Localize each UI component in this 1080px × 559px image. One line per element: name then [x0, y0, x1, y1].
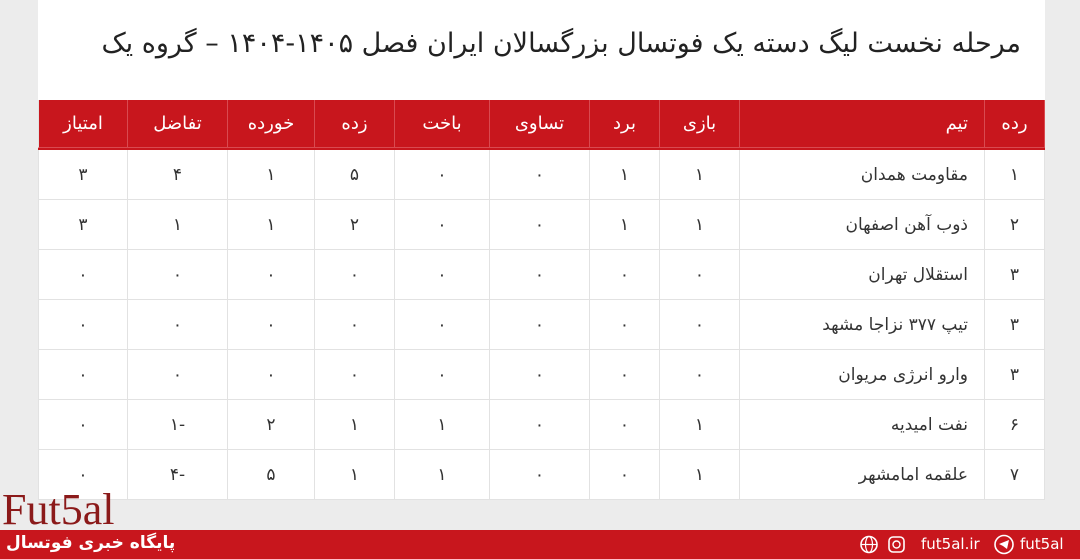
- stat-cell: ۰: [590, 450, 660, 500]
- team-cell: وارو انرژی مریوان: [740, 350, 985, 400]
- stat-cell: ۰: [395, 150, 490, 200]
- team-cell: ذوب آهن اصفهان: [740, 200, 985, 250]
- stat-cell: ۰: [590, 250, 660, 300]
- stat-cell: ۵: [228, 450, 315, 500]
- stat-cell: ۱: [660, 200, 740, 250]
- stat-cell: ۰: [395, 200, 490, 250]
- header-cell: برد: [590, 100, 660, 148]
- stat-cell: ۰: [590, 400, 660, 450]
- stat-cell: ۱: [315, 450, 395, 500]
- header-cell: زده: [315, 100, 395, 148]
- logo: Fut5al: [2, 485, 115, 534]
- table-row: ۲ ذوب آهن اصفهان ۱ ۱ ۰ ۰ ۲ ۱ ۱ ۳: [38, 200, 1045, 250]
- stat-cell: ۱-: [128, 400, 228, 450]
- stat-cell: ۰: [490, 150, 590, 200]
- stat-cell: ۶: [985, 400, 1045, 450]
- stat-cell: ۱: [395, 450, 490, 500]
- stat-cell: ۴-: [128, 450, 228, 500]
- header-cell: تیم: [740, 100, 985, 148]
- header-cell: امتیاز: [38, 100, 128, 148]
- header-cell: خورده: [228, 100, 315, 148]
- stat-cell: ۰: [315, 350, 395, 400]
- stat-cell: ۱: [228, 150, 315, 200]
- stat-cell: ۰: [395, 350, 490, 400]
- stat-cell: ۰: [490, 250, 590, 300]
- stat-cell: ۳: [38, 150, 128, 200]
- stat-cell: ۰: [490, 300, 590, 350]
- stat-cell: ۰: [128, 300, 228, 350]
- stat-cell: ۰: [660, 350, 740, 400]
- stat-cell: ۳: [985, 350, 1045, 400]
- stat-cell: ۰: [395, 250, 490, 300]
- stat-cell: ۱: [128, 200, 228, 250]
- team-cell: تیپ ۳۷۷ نزاجا مشهد: [740, 300, 985, 350]
- stat-cell: ۰: [228, 300, 315, 350]
- team-cell: نفت امیدیه: [740, 400, 985, 450]
- website[interactable]: fut5al.ir: [921, 535, 980, 553]
- stat-cell: ۴: [128, 150, 228, 200]
- tagline: پایگاه خبری فوتسال: [6, 533, 176, 553]
- stat-cell: ۰: [490, 450, 590, 500]
- stat-cell: ۰: [660, 300, 740, 350]
- stat-cell: ۰: [660, 250, 740, 300]
- stat-cell: ۱: [395, 400, 490, 450]
- stat-cell: ۱: [660, 150, 740, 200]
- table-row: ۱ مقاومت همدان ۱ ۱ ۰ ۰ ۵ ۱ ۴ ۳: [38, 150, 1045, 200]
- stat-cell: ۱: [315, 400, 395, 450]
- team-cell: استقلال تهران: [740, 250, 985, 300]
- social-icons: [860, 535, 905, 554]
- stat-cell: ۲: [315, 200, 395, 250]
- team-cell: مقاومت همدان: [740, 150, 985, 200]
- stat-cell: ۳: [985, 300, 1045, 350]
- header-cell: بازی: [660, 100, 740, 148]
- stat-cell: ۰: [490, 400, 590, 450]
- stat-cell: ۰: [395, 300, 490, 350]
- panel: مرحله نخست لیگ دسته یک فوتسال بزرگسالان …: [38, 0, 1045, 500]
- stat-cell: ۱: [590, 200, 660, 250]
- stat-cell: ۱: [985, 150, 1045, 200]
- table-row: ۳ وارو انرژی مریوان ۰ ۰ ۰ ۰ ۰ ۰ ۰ ۰: [38, 350, 1045, 400]
- standings-table: رده تیم بازی برد تساوی باخت زده خورده تفاضل امتیا…: [38, 100, 1045, 500]
- telegram-icon: [994, 534, 1014, 555]
- stat-cell: ۲: [985, 200, 1045, 250]
- stat-cell: ۰: [315, 250, 395, 300]
- stat-cell: ۰: [128, 350, 228, 400]
- stat-cell: ۰: [228, 350, 315, 400]
- table-row: ۳ تیپ ۳۷۷ نزاجا مشهد ۰ ۰ ۰ ۰ ۰ ۰ ۰ ۰: [38, 300, 1045, 350]
- stat-cell: ۰: [38, 300, 128, 350]
- stat-cell: ۰: [490, 200, 590, 250]
- title: مرحله نخست لیگ دسته یک فوتسال بزرگسالان …: [101, 28, 1021, 59]
- header-cell: رده: [985, 100, 1045, 148]
- stat-cell: ۰: [38, 400, 128, 450]
- stat-cell: ۱: [590, 150, 660, 200]
- stat-cell: ۰: [38, 350, 128, 400]
- stat-cell: ۰: [315, 300, 395, 350]
- table-row: ۶ نفت امیدیه ۱ ۰ ۰ ۱ ۱ ۲ ۱- ۰: [38, 400, 1045, 450]
- stat-cell: ۰: [228, 250, 315, 300]
- header-cell: باخت: [395, 100, 490, 148]
- stat-cell: ۰: [38, 250, 128, 300]
- stat-cell: ۳: [38, 200, 128, 250]
- header-row: رده تیم بازی برد تساوی باخت زده خورده تفاضل امتیا…: [38, 100, 1045, 150]
- team-cell: علقمه امامشهر: [740, 450, 985, 500]
- stat-cell: ۰: [128, 250, 228, 300]
- stat-cell: ۱: [228, 200, 315, 250]
- stat-cell: ۱: [660, 400, 740, 450]
- stat-cell: ۲: [228, 400, 315, 450]
- header-cell: تفاضل: [128, 100, 228, 148]
- handle[interactable]: fut5al: [1020, 535, 1064, 553]
- header-cell: تساوی: [490, 100, 590, 148]
- stat-cell: ۰: [38, 450, 128, 500]
- table-row: ۳ استقلال تهران ۰ ۰ ۰ ۰ ۰ ۰ ۰ ۰: [38, 250, 1045, 300]
- stat-cell: ۳: [985, 250, 1045, 300]
- stat-cell: ۰: [590, 300, 660, 350]
- table-row: ۷ علقمه امامشهر ۱ ۰ ۰ ۱ ۱ ۵ ۴- ۰: [38, 450, 1045, 500]
- stat-cell: ۷: [985, 450, 1045, 500]
- stat-cell: ۰: [490, 350, 590, 400]
- stat-cell: ۵: [315, 150, 395, 200]
- footer-bar: پایگاه خبری فوتسال fut5al.ir fut5al: [0, 530, 1080, 559]
- stat-cell: ۱: [660, 450, 740, 500]
- stat-cell: ۰: [590, 350, 660, 400]
